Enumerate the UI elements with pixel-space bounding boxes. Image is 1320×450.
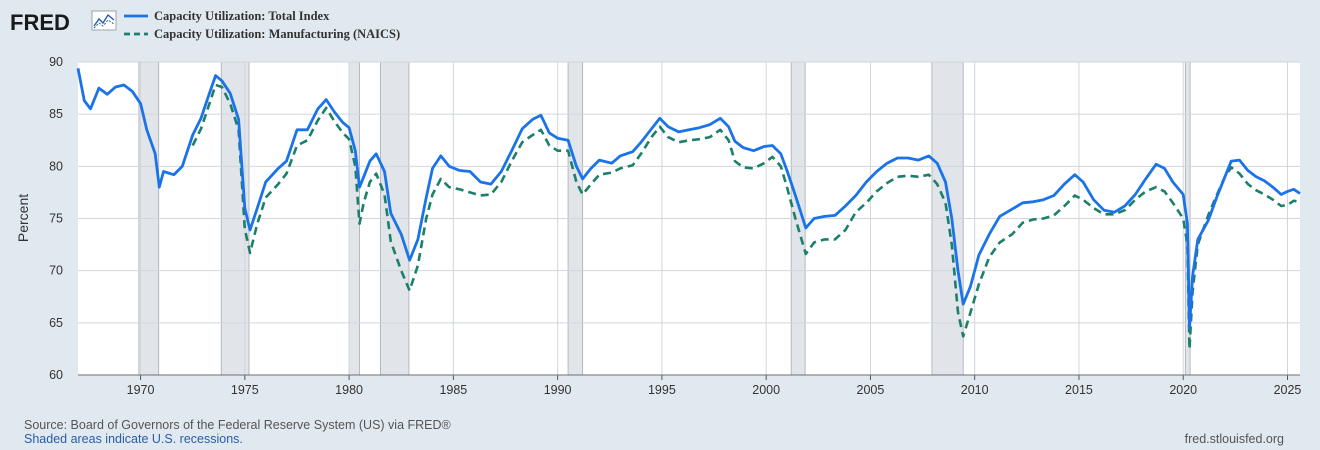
x-axis: 1970 1975 1980 1985 1990 1995 2000 2005 2010 2015…	[78, 374, 1302, 397]
line-chart-icon	[91, 10, 117, 31]
manufacturing-series-line	[191, 83, 1301, 351]
legend-label: Capacity Utilization: Manufacturing (NAI…	[154, 27, 400, 41]
x-tick-label: 2015	[1065, 383, 1093, 397]
total-index-series-line	[76, 68, 1301, 330]
x-tick-label: 2000	[752, 383, 780, 397]
legend-item[interactable]: Capacity Utilization: Manufacturing (NAI…	[124, 27, 400, 41]
y-tick-label: 65	[49, 316, 63, 330]
recession-note[interactable]: Shaded areas indicate U.S. recessions.	[24, 432, 243, 446]
y-axis: 60 65 70 75 80 85 90	[49, 55, 63, 382]
y-tick-label: 70	[49, 264, 63, 278]
x-tick-label: 2005	[857, 383, 885, 397]
x-tick-label: 1985	[439, 383, 467, 397]
x-tick-label: 2025	[1274, 383, 1302, 397]
x-tick-label: 1970	[127, 383, 155, 397]
y-tick-label: 80	[49, 159, 63, 173]
y-tick-label: 85	[49, 107, 63, 121]
y-axis-title: Percent	[15, 194, 31, 242]
x-tick-label: 2010	[961, 383, 989, 397]
y-tick-label: 75	[49, 212, 63, 226]
legend-item[interactable]: Capacity Utilization: Total Index	[124, 9, 330, 23]
x-tick-label: 1980	[335, 383, 363, 397]
x-tick-label: 1975	[231, 383, 259, 397]
fred-logo[interactable]: FRED	[10, 10, 117, 35]
series-lines	[76, 68, 1301, 351]
fred-logo-text: FRED	[10, 10, 70, 35]
site-url[interactable]: fred.stlouisfed.org	[1184, 432, 1284, 446]
legend-label: Capacity Utilization: Total Index	[154, 9, 330, 23]
y-tick-label: 60	[49, 368, 63, 382]
x-tick-label: 1995	[648, 383, 676, 397]
source-note: Source: Board of Governors of the Federa…	[24, 418, 451, 432]
legend: Capacity Utilization: Total Index Capacit…	[124, 9, 400, 41]
x-tick-label: 2020	[1169, 383, 1197, 397]
y-tick-label: 90	[49, 55, 63, 69]
x-tick-label: 1990	[544, 383, 572, 397]
